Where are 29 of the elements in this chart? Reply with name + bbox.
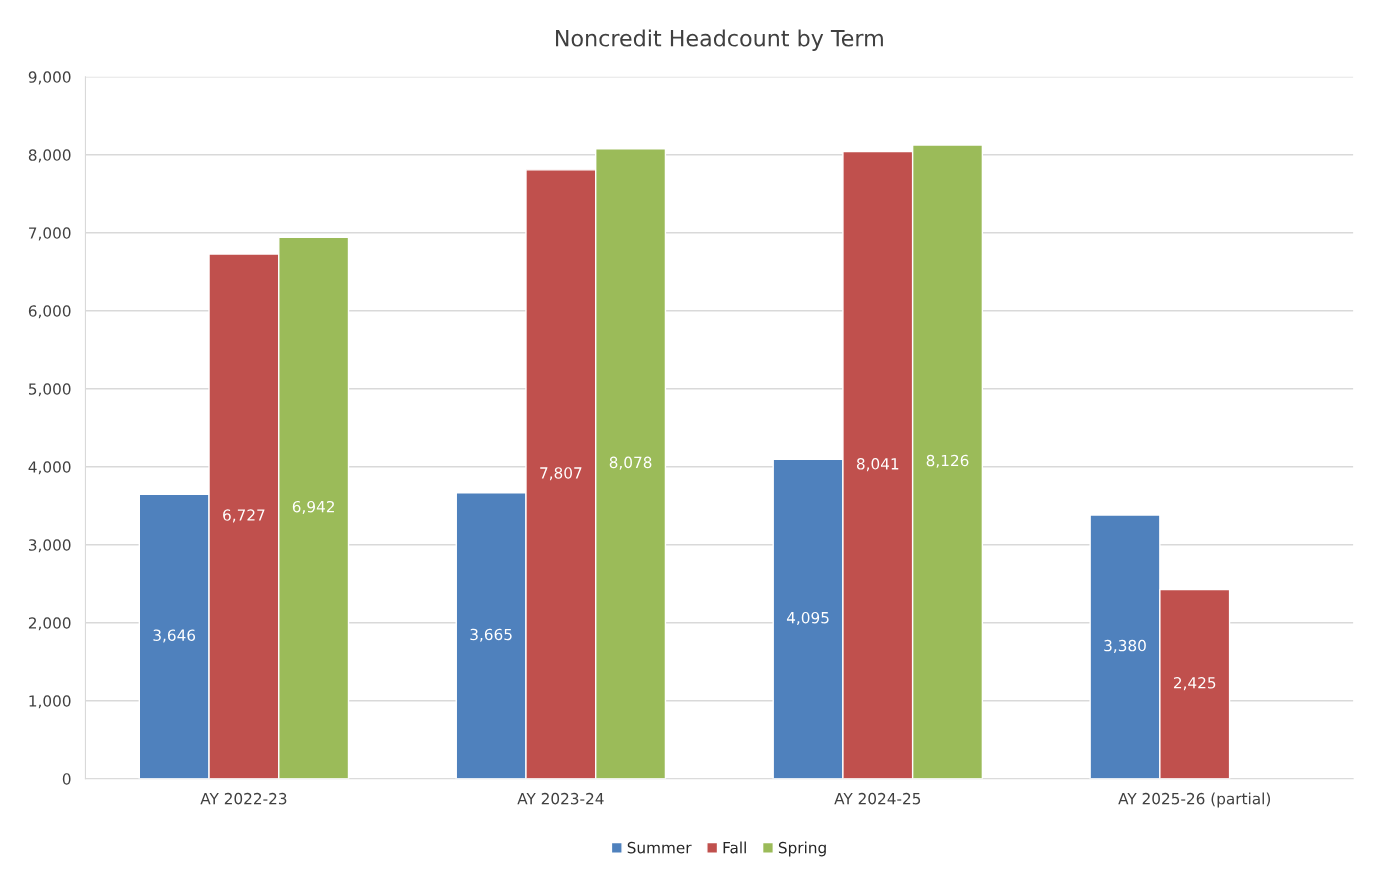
y-tick-label: 5,000 xyxy=(28,383,71,397)
x-tick-label: AY 2022-23 xyxy=(200,792,287,805)
data-label: 4,095 xyxy=(786,611,829,626)
y-tick-label: 9,000 xyxy=(28,71,71,85)
data-label: 3,646 xyxy=(153,629,196,643)
y-tick-label: 8,000 xyxy=(28,149,71,163)
data-label: 7,807 xyxy=(540,467,582,481)
y-tick-label: 3,000 xyxy=(28,539,71,553)
y-tick-label: 7,000 xyxy=(29,227,71,241)
legend-label: Fall xyxy=(723,841,746,854)
data-label: 3,380 xyxy=(1104,639,1146,653)
data-label: 6,942 xyxy=(292,500,334,515)
x-tick-label: AY 2023-24 xyxy=(517,792,604,805)
y-tick-label: 2,000 xyxy=(28,617,71,631)
x-tick-label: AY 2024-25 xyxy=(834,792,921,805)
data-label: 8,126 xyxy=(926,454,969,468)
y-tick-label: 0 xyxy=(62,773,71,785)
chart-title: Noncredit Headcount by Term xyxy=(556,29,883,51)
y-tick-label: 6,000 xyxy=(28,305,71,319)
legend-label: Summer xyxy=(627,841,692,854)
data-label: 6,727 xyxy=(223,509,265,523)
data-label: 3,665 xyxy=(470,628,512,642)
x-tick-label: AY 2025-26 (partial) xyxy=(1118,792,1271,808)
data-label: 2,425 xyxy=(1173,677,1216,691)
y-tick-label: 1,000 xyxy=(29,695,71,709)
y-tick-label: 4,000 xyxy=(28,461,71,475)
data-label: 8,078 xyxy=(609,456,652,470)
legend-label: Spring xyxy=(778,841,826,857)
data-label: 8,041 xyxy=(856,458,899,472)
